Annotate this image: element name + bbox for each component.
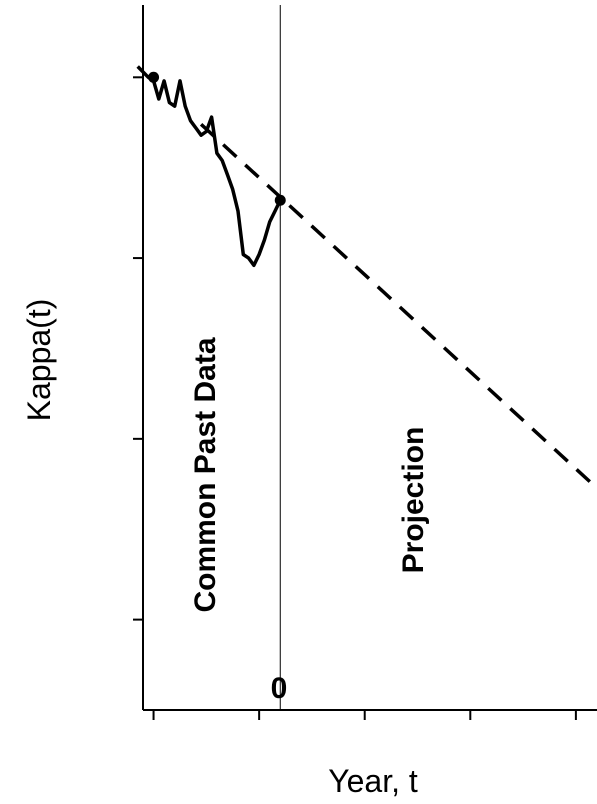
x-axis-label: Year, t [328, 763, 418, 799]
axes [133, 5, 597, 720]
y-axis-label: Kappa(t) [21, 299, 57, 422]
past-region-label: Common Past Data [189, 337, 222, 612]
x-zero-label: 0 [271, 672, 288, 705]
data-point-marker [274, 194, 286, 206]
projection-region-label: Projection [397, 427, 430, 574]
projection-dashed-line [199, 123, 597, 491]
plot-area [136, 5, 597, 710]
historical-data-line [136, 65, 282, 268]
data-point-marker [148, 71, 160, 83]
